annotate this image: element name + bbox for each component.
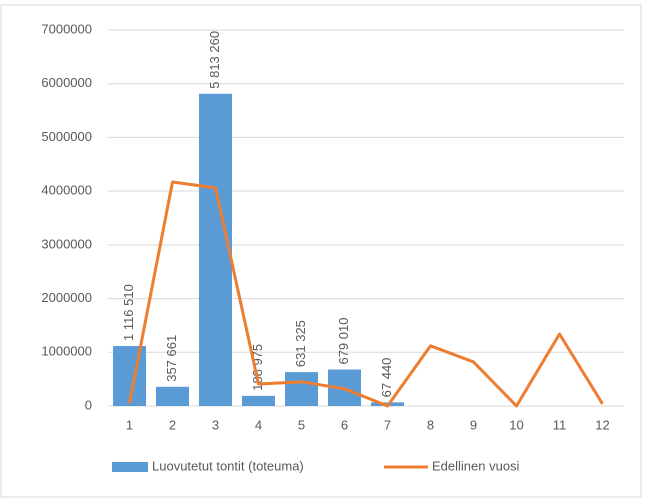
y-tick-label: 3000000	[41, 236, 92, 251]
y-tick-label: 6000000	[41, 75, 92, 90]
x-tick-label: 8	[427, 417, 434, 432]
x-tick-label: 7	[384, 417, 391, 432]
y-tick-label: 0	[85, 397, 92, 412]
x-tick-label: 10	[509, 417, 523, 432]
legend-label: Luovutetut tontit (toteuma)	[152, 458, 304, 473]
x-tick-label: 9	[470, 417, 477, 432]
bar	[285, 372, 318, 406]
bar	[156, 386, 189, 406]
line	[128, 180, 604, 408]
data-label: 631 325	[293, 320, 308, 367]
x-tick-label: 5	[298, 417, 305, 432]
x-tick-label: 3	[212, 417, 219, 432]
y-tick-label: 2000000	[41, 290, 92, 305]
chart-frame	[0, 4, 642, 498]
data-label: 357 661	[164, 335, 179, 382]
data-label: 1 116 510	[121, 284, 136, 341]
bar	[199, 93, 232, 407]
x-tick-label: 12	[595, 417, 609, 432]
legend-label: Edellinen vuosi	[432, 458, 520, 473]
x-tick-label: 1	[126, 417, 133, 432]
y-tick-label: 1000000	[41, 344, 92, 359]
x-tick-label: 6	[341, 417, 348, 432]
data-label: 67 440	[379, 358, 394, 398]
x-tick-label: 4	[255, 417, 262, 432]
y-tick-label: 5000000	[41, 129, 92, 144]
x-tick-label: 2	[169, 417, 176, 432]
data-label: 5 813 260	[207, 31, 222, 89]
y-tick-label: 4000000	[41, 183, 92, 198]
y-tick-label: 7000000	[41, 21, 92, 36]
bar	[242, 395, 275, 406]
data-label: 679 010	[336, 318, 351, 365]
legend-swatch	[112, 462, 148, 472]
x-tick-label: 11	[553, 417, 567, 432]
